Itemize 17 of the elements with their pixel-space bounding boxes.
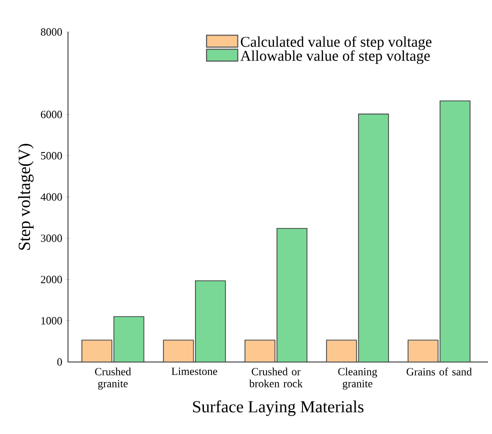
x-tick-label: Crushed or broken rock bbox=[249, 368, 303, 388]
x-axis-title: Surface Laying Materials bbox=[193, 400, 364, 416]
legend-label: Allowable value of step voltage bbox=[240, 50, 430, 64]
y-tick-label: 0 bbox=[57, 358, 62, 366]
legend-label: Calculated value of step voltage bbox=[240, 36, 432, 50]
x-tick-label: Crushed granite bbox=[95, 368, 131, 390]
x-tick-label: Limestone bbox=[172, 368, 218, 375]
y-tick-label: 2000 bbox=[40, 276, 62, 284]
x-tick-label: Grains of sand bbox=[406, 368, 472, 376]
y-tick-label: 8000 bbox=[40, 28, 62, 36]
y-tick-label: 1000 bbox=[41, 317, 62, 324]
y-tick-label: 5000 bbox=[41, 152, 62, 160]
y-tick-label: 3000 bbox=[40, 234, 62, 242]
y-tick-label: 4000 bbox=[40, 193, 62, 201]
y-axis-title: Step voltage(V) bbox=[18, 144, 34, 250]
x-tick-label: Cleaning granite bbox=[338, 368, 378, 390]
y-tick-label: 6000 bbox=[40, 110, 62, 118]
